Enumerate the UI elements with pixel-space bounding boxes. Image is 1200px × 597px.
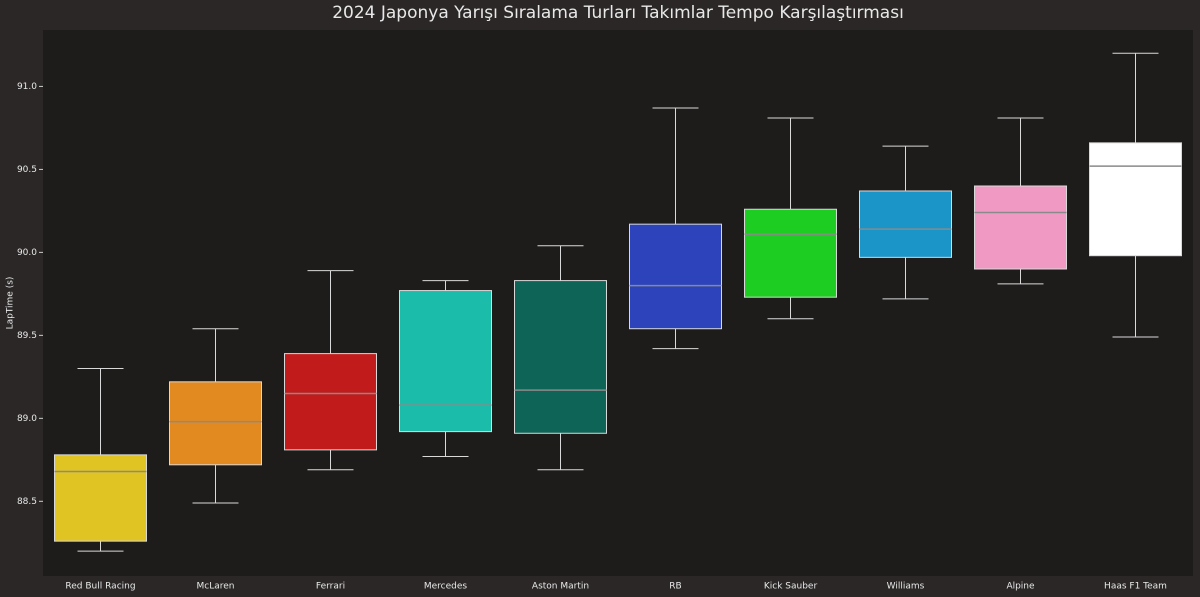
box — [1089, 142, 1182, 257]
x-tick-label: McLaren — [197, 582, 235, 592]
box — [54, 454, 147, 542]
x-tick-label: Alpine — [1006, 582, 1035, 592]
chart-title: 2024 Japonya Yarışı Sıralama Turları Tak… — [332, 3, 904, 23]
x-tick-label: Red Bull Racing — [65, 582, 135, 592]
box — [284, 353, 377, 451]
y-tick-label: 90.0 — [17, 248, 37, 258]
box — [629, 223, 722, 330]
box — [169, 381, 262, 466]
y-axis-label: LapTime (s) — [6, 277, 16, 330]
y-tick-label: 89.5 — [17, 331, 37, 341]
box — [399, 290, 492, 433]
plot-area — [43, 30, 1193, 576]
box — [744, 208, 837, 298]
x-tick-label: Mercedes — [424, 582, 468, 592]
y-tick-label: 91.0 — [17, 82, 37, 92]
box — [974, 185, 1067, 270]
box — [514, 280, 607, 434]
x-tick-label: Kick Sauber — [764, 582, 818, 592]
x-tick-label: Haas F1 Team — [1104, 582, 1167, 592]
x-tick-label: Williams — [887, 582, 925, 592]
box — [859, 190, 952, 258]
y-tick-label: 89.0 — [17, 414, 37, 424]
x-tick-label: Aston Martin — [532, 582, 589, 592]
x-tick-label: RB — [669, 582, 681, 592]
x-tick-label: Ferrari — [316, 582, 345, 592]
y-tick-label: 88.5 — [17, 497, 37, 507]
y-tick-label: 90.5 — [17, 165, 37, 175]
